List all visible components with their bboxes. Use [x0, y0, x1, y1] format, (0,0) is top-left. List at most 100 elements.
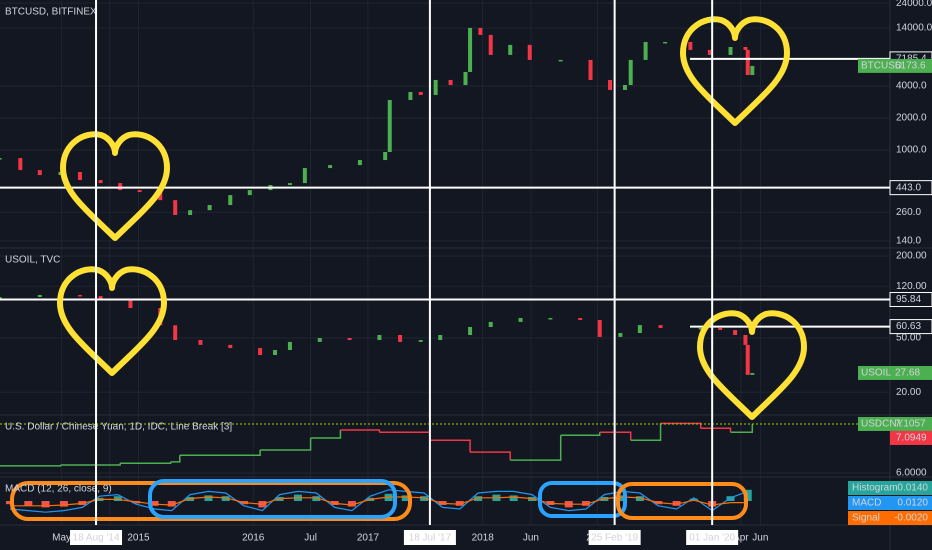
histogram-bar: [401, 495, 410, 501]
price-box: [858, 416, 932, 431]
histogram-bar: [635, 496, 644, 501]
candle: [527, 44, 532, 60]
candle: [77, 172, 82, 181]
y-tick-label: 14000.0: [896, 23, 932, 34]
candle: [418, 340, 423, 342]
candle: [745, 344, 750, 375]
candle: [0, 297, 2, 299]
price-box-name: USOIL: [861, 368, 891, 379]
candle: [663, 41, 668, 44]
price-line-label: 443.0: [896, 182, 921, 193]
date-marker-label: 01 Jan '20: [689, 533, 735, 544]
price-line-box: [889, 180, 932, 196]
date-marker-label: 25 Feb '19: [591, 533, 638, 544]
candle: [578, 318, 583, 320]
candle: [188, 210, 193, 216]
legend-box: [848, 511, 932, 525]
candle: [508, 44, 513, 55]
candle: [588, 59, 593, 80]
candle: [173, 325, 178, 341]
line-break-segment: [630, 423, 662, 441]
histogram-bar: [59, 501, 68, 507]
date-marker-label: 18 Aug '14: [73, 533, 120, 544]
line-break-segment: [599, 431, 632, 441]
date-marker-box: [588, 530, 641, 545]
candle: [468, 27, 473, 72]
candle: [448, 79, 453, 86]
candle: [383, 152, 388, 161]
candle: [468, 327, 473, 336]
candle: [198, 340, 203, 345]
candle: [118, 183, 123, 191]
candle: [347, 337, 352, 341]
histogram-bar: [581, 501, 590, 506]
candle: [357, 160, 362, 166]
histogram-bar: [204, 495, 213, 501]
candle: [558, 59, 563, 62]
histogram-bar: [509, 495, 518, 501]
histogram-bar: [312, 496, 321, 501]
candle: [743, 46, 748, 50]
legend-box: [848, 496, 932, 510]
y-tick-label: 20.00: [896, 387, 921, 398]
candle: [750, 65, 755, 76]
date-marker-label: 18 Jul '17: [409, 533, 452, 544]
x-tick-label: Jun: [523, 533, 539, 544]
x-tick-label: May: [52, 533, 71, 544]
y-tick-label: 24000.0: [896, 0, 932, 9]
candle: [37, 170, 42, 176]
candle: [273, 350, 278, 356]
line-break-segment: [730, 424, 754, 433]
price-box: [890, 430, 932, 445]
candle: [478, 27, 483, 35]
y-tick-label: 50.00: [896, 333, 921, 344]
line-break-segment: [560, 432, 601, 437]
candle: [328, 165, 333, 169]
panel-title: USOIL, TVC: [5, 255, 60, 266]
candle: [137, 190, 142, 193]
candle: [488, 34, 493, 55]
x-tick-label: 2015: [127, 533, 150, 544]
x-tick-label: 2016: [242, 533, 265, 544]
candle: [750, 372, 755, 375]
candle: [377, 335, 382, 341]
candle: [258, 348, 263, 356]
candle: [408, 91, 413, 100]
histogram-bar: [221, 496, 230, 501]
legend-value: -0.0020: [894, 513, 928, 524]
candle: [488, 321, 493, 328]
price-box-name: BTCUSD: [861, 61, 902, 72]
x-tick-label: 2018: [472, 533, 495, 544]
candle: [438, 335, 443, 341]
date-marker-box: [403, 530, 456, 545]
line-break-segment: [470, 451, 511, 461]
panel-title: MACD (12, 26, close, 9): [5, 484, 112, 495]
histogram-bar: [420, 496, 429, 501]
histogram-bar: [455, 501, 464, 506]
candle: [158, 192, 163, 201]
price-box: [858, 365, 932, 380]
candle: [743, 335, 748, 345]
candle: [643, 41, 648, 60]
blue-loop: [148, 479, 397, 519]
histogram-bar: [474, 496, 483, 501]
price-box-label: 7.0949: [896, 433, 927, 444]
legend-value: 0.0140: [897, 483, 928, 494]
line-break-segment: [260, 437, 312, 451]
candle: [698, 328, 703, 330]
line-break-segment: [120, 461, 172, 465]
legend-name: Histogram: [852, 483, 898, 494]
candle: [637, 325, 642, 334]
candle: [728, 46, 733, 55]
candle: [733, 330, 738, 336]
price-box-label: 6173.6: [895, 61, 926, 72]
y-tick-label: 140.0: [896, 236, 921, 247]
histogram-bar: [150, 501, 159, 506]
line-break-segment: [170, 455, 181, 463]
y-tick-label: 2000.0: [896, 113, 927, 124]
line-break-segment: [660, 422, 702, 429]
price-line-box: [889, 319, 932, 335]
heart: [697, 310, 807, 420]
date-marker-box: [70, 530, 123, 545]
